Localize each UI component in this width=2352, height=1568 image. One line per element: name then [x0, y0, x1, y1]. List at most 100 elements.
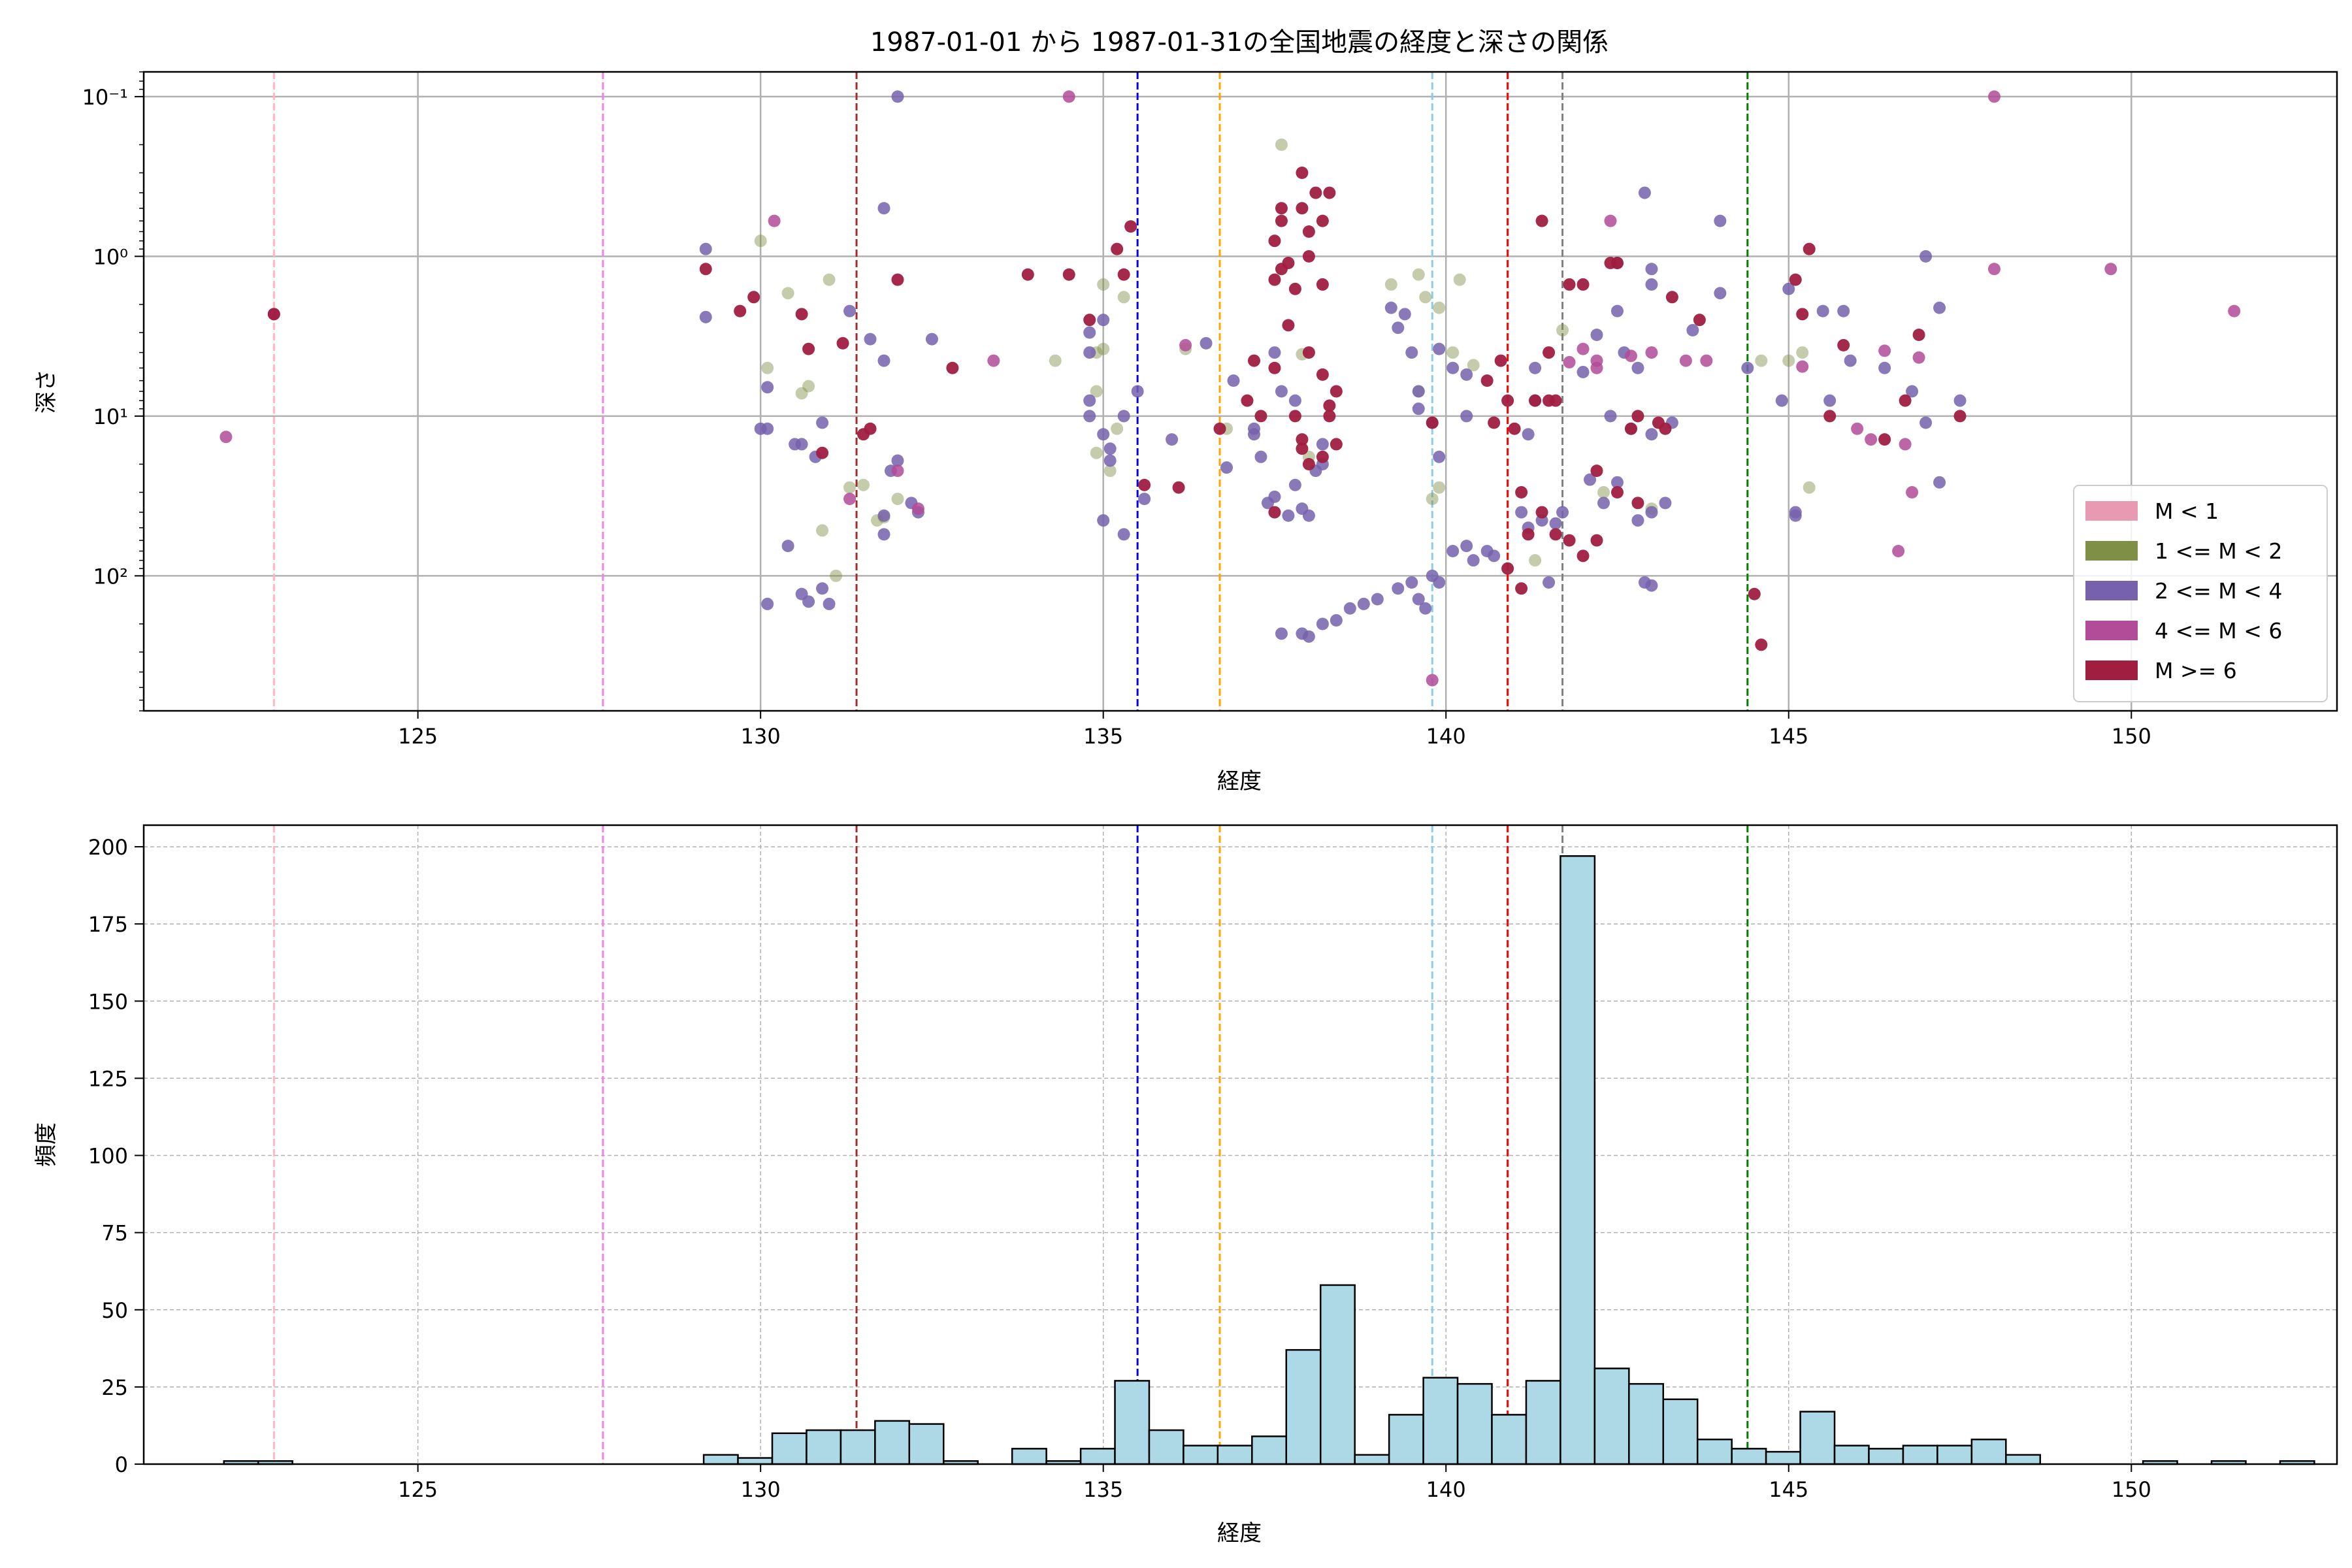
scatter-xtick-label: 130 [741, 724, 781, 749]
scatter-point [1179, 338, 1192, 351]
scatter-point [761, 597, 774, 610]
scatter-point [1604, 410, 1617, 423]
scatter-point [1103, 454, 1117, 467]
scatter-point [816, 416, 829, 429]
scatter-point [1899, 438, 1912, 451]
scatter-point [1316, 450, 1329, 463]
histogram-bar [737, 1457, 774, 1465]
scatter-point [1631, 514, 1644, 527]
scatter-point [1111, 422, 1124, 435]
histogram-ytick-label: 0 [115, 1452, 128, 1477]
scatter-point [1083, 394, 1096, 407]
scatter-point [1268, 235, 1281, 248]
scatter-point [1097, 278, 1110, 291]
scatter-point [1103, 442, 1117, 455]
scatter-point [1494, 354, 1507, 367]
scatter-point [1665, 291, 1678, 304]
scatter-xtick-label: 140 [1426, 724, 1466, 749]
scatter-point [1563, 355, 1576, 368]
scatter-point [1138, 493, 1151, 506]
scatter-point [1330, 614, 1343, 627]
scatter-point [1343, 602, 1356, 615]
scatter-point [1316, 368, 1329, 381]
histogram-bar [806, 1429, 842, 1465]
scatter-point [1288, 394, 1301, 407]
scatter-point [1097, 314, 1110, 327]
scatter-point [1124, 220, 1137, 233]
scatter-point [1782, 282, 1795, 295]
scatter-point [1309, 186, 1322, 199]
histogram-ytick-label: 75 [101, 1221, 128, 1246]
histogram-bar [1525, 1380, 1561, 1465]
scatter-point [1412, 268, 1425, 281]
scatter-point [1275, 627, 1288, 640]
scatter-point [1323, 399, 1336, 412]
scatter-point [1755, 354, 1768, 367]
scatter-point [1590, 534, 1603, 547]
scatter-point [1645, 263, 1658, 276]
scatter-point [877, 528, 890, 541]
scatter-point [1919, 250, 1933, 263]
scatter-point [1610, 476, 1624, 489]
scatter-point [795, 308, 808, 321]
histogram-bar [1662, 1398, 1699, 1465]
scatter-point [1892, 545, 1905, 557]
scatter-point [1899, 394, 1912, 407]
scatter-point [1645, 428, 1658, 441]
scatter-point [925, 333, 938, 346]
scatter-point [1247, 354, 1260, 367]
scatter-point [1610, 256, 1624, 269]
scatter-point [877, 202, 890, 215]
scatter-point [761, 361, 774, 374]
scatter-point [699, 242, 712, 255]
histogram-ytick-label: 50 [101, 1298, 128, 1323]
histogram-bar [1388, 1414, 1424, 1465]
scatter-point [843, 481, 857, 494]
scatter-point [1488, 416, 1501, 429]
scatter-point [754, 235, 767, 248]
histogram-bar [874, 1420, 911, 1465]
scatter-point [1282, 319, 1295, 332]
histogram-bar [1079, 1448, 1116, 1465]
scatter-point [823, 597, 836, 610]
scatter-point [2104, 263, 2117, 276]
scatter-point [1953, 410, 1967, 423]
scatter-point [1987, 263, 2001, 276]
scatter-point [1645, 346, 1658, 359]
scatter-point [1844, 354, 1857, 367]
scatter-point [843, 493, 857, 506]
histogram-bar [1148, 1429, 1184, 1465]
scatter-point [1700, 354, 1713, 367]
scatter-xtick-label: 135 [1083, 724, 1123, 749]
histogram-ytick-label: 175 [88, 912, 128, 937]
histogram-panel: 125 130 135 140 145 150 0 25 50 75 100 125 150 175 200… [33, 824, 2338, 1546]
scatter-point [1433, 450, 1446, 463]
histogram-bar [1217, 1445, 1253, 1465]
scatter-point [1987, 90, 2001, 103]
scatter-point [1549, 517, 1562, 530]
scatter-point [1590, 361, 1603, 374]
histogram-ticks: 125 130 135 140 145 150 0 25 50 75 100 125 150 175 200 [88, 835, 2151, 1502]
scatter-point [1823, 410, 1837, 423]
scatter-point [1049, 354, 1062, 367]
scatter-point [816, 582, 829, 595]
scatter-point [1714, 287, 1727, 300]
scatter-point [1460, 410, 1473, 423]
scatter-point [1659, 497, 1672, 510]
scatter-point [1384, 278, 1397, 291]
scatter-point [1090, 446, 1103, 459]
scatter-point [1405, 576, 1418, 589]
scatter-point [1288, 410, 1301, 423]
scatter-point [1268, 273, 1281, 286]
histogram-bars [223, 855, 2315, 1465]
scatter-point [1624, 350, 1637, 363]
scatter-point [1131, 385, 1144, 398]
scatter-point [1302, 250, 1315, 263]
scatter-point [1488, 549, 1501, 563]
scatter-point [1576, 278, 1590, 291]
scatter-point [1241, 394, 1254, 407]
scatter-point [1275, 214, 1288, 227]
scatter-point [1268, 490, 1281, 503]
scatter-xlabel: 経度 [1217, 768, 1262, 794]
